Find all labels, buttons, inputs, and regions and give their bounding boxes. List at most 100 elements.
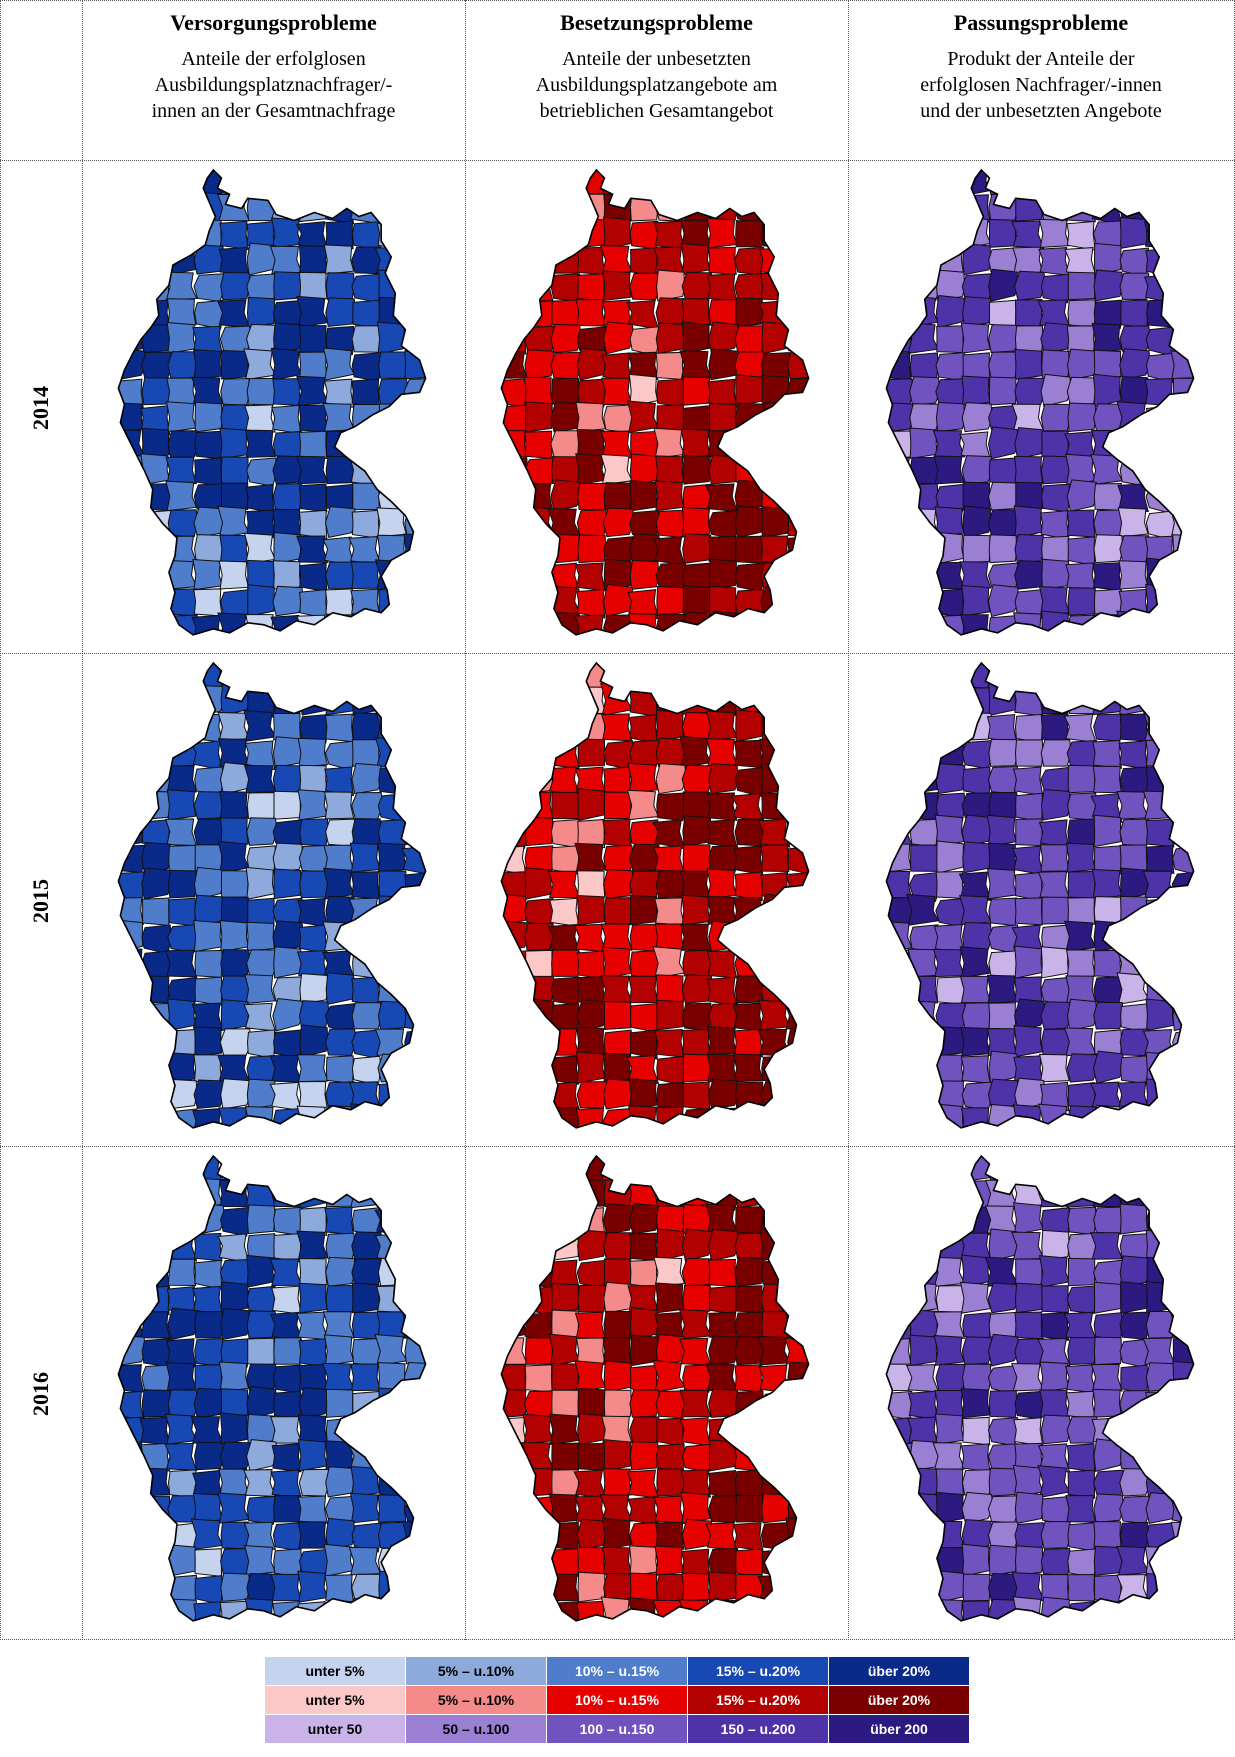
district-region xyxy=(681,321,711,355)
district-region xyxy=(551,791,579,820)
district-region xyxy=(403,1156,426,1182)
district-region xyxy=(271,1134,302,1136)
district-region xyxy=(1172,246,1194,274)
district-region xyxy=(1067,1156,1096,1183)
district-region xyxy=(603,1468,632,1497)
district-region xyxy=(351,378,381,408)
district-region xyxy=(682,949,712,978)
district-region xyxy=(987,509,1020,537)
district-region xyxy=(786,1601,809,1621)
district-region xyxy=(243,1002,277,1032)
district-region xyxy=(1171,193,1194,222)
district-region xyxy=(246,792,276,820)
district-region xyxy=(325,272,355,301)
district-region xyxy=(786,1572,809,1603)
district-region xyxy=(1142,1175,1176,1210)
district-region xyxy=(784,740,809,771)
district-region xyxy=(1014,871,1043,902)
district-region xyxy=(654,1028,685,1058)
district-region xyxy=(272,378,302,407)
district-region xyxy=(1169,1389,1194,1418)
germany-map xyxy=(500,1154,810,1622)
district-region xyxy=(1066,1053,1099,1083)
district-region xyxy=(404,950,426,981)
district-region xyxy=(602,1203,635,1235)
district-region xyxy=(548,1573,580,1602)
district-region xyxy=(404,1232,426,1260)
district-region xyxy=(116,642,143,643)
district-region xyxy=(351,818,382,847)
district-region xyxy=(167,684,198,716)
district-region xyxy=(1118,560,1149,590)
district-region xyxy=(118,1390,145,1421)
district-region xyxy=(655,974,685,1004)
district-region xyxy=(298,924,328,955)
district-region xyxy=(784,1337,809,1366)
legend-cell: 10% – u.15% xyxy=(546,1685,688,1715)
district-region xyxy=(298,483,328,513)
district-region xyxy=(1092,1388,1122,1418)
district-region xyxy=(576,950,606,980)
description-line: Produkt der Anteile der xyxy=(947,48,1135,70)
district-region xyxy=(118,194,146,223)
district-region xyxy=(886,324,912,353)
district-region xyxy=(1120,1003,1149,1034)
district-region xyxy=(1145,614,1177,635)
district-region xyxy=(936,1491,964,1525)
description-line: Ausbildungsplatznachfrager/- xyxy=(154,74,393,96)
district-region xyxy=(220,1572,251,1602)
district-region xyxy=(886,1156,914,1181)
district-region xyxy=(1041,663,1069,690)
district-region xyxy=(886,1311,912,1341)
district-region xyxy=(760,975,792,1004)
district-region xyxy=(682,1053,711,1083)
district-region xyxy=(321,1362,356,1392)
district-region xyxy=(886,1232,913,1261)
district-region xyxy=(759,738,790,767)
district-region xyxy=(735,709,764,743)
district-region xyxy=(601,946,633,979)
district-region xyxy=(786,789,809,821)
district-region xyxy=(272,764,304,794)
district-region xyxy=(1171,737,1194,768)
district-region xyxy=(787,1546,809,1576)
district-region xyxy=(269,1054,303,1083)
legend-cell: 15% – u.20% xyxy=(687,1656,829,1686)
district-region xyxy=(787,712,809,741)
district-region xyxy=(1169,1574,1194,1603)
district-region xyxy=(351,220,382,251)
district-region xyxy=(936,976,965,1005)
district-region xyxy=(786,170,809,196)
district-region xyxy=(909,818,940,848)
column-title: Versorgungsprobleme xyxy=(170,10,377,35)
district-region xyxy=(681,297,711,327)
district-region xyxy=(936,614,964,635)
district-region xyxy=(886,739,913,768)
district-region xyxy=(886,921,913,952)
district-region xyxy=(273,713,302,741)
district-region xyxy=(630,1135,660,1136)
district-region xyxy=(679,1389,712,1418)
district-region xyxy=(298,325,328,353)
district-region xyxy=(325,1388,354,1418)
district-region xyxy=(402,404,426,432)
district-region xyxy=(220,870,249,899)
district-region xyxy=(962,841,992,874)
district-region xyxy=(1091,868,1123,899)
district-region xyxy=(1172,948,1194,978)
district-region xyxy=(273,790,301,820)
district-region xyxy=(296,1054,329,1083)
district-region xyxy=(886,479,912,512)
district-region xyxy=(350,640,380,643)
district-region xyxy=(1145,247,1175,278)
district-region xyxy=(501,1000,527,1031)
district-region xyxy=(936,1626,964,1629)
district-region xyxy=(323,244,355,275)
district-region xyxy=(524,299,554,330)
district-region xyxy=(1171,1228,1194,1262)
district-region xyxy=(401,1258,426,1286)
district-region xyxy=(298,1081,328,1109)
district-region xyxy=(1144,273,1175,304)
district-region xyxy=(628,975,659,1004)
district-region xyxy=(960,1026,992,1057)
